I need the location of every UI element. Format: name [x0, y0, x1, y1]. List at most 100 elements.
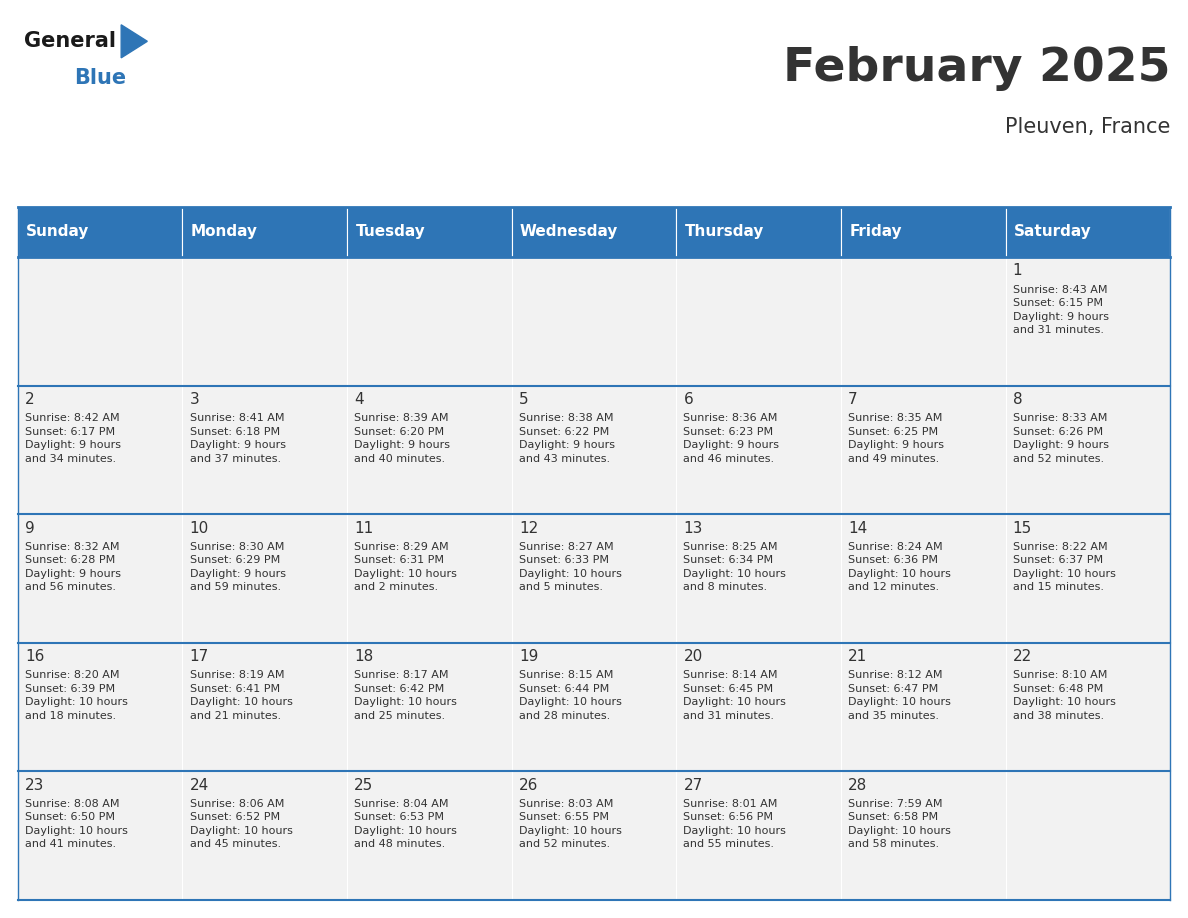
- Bar: [183, 643, 347, 771]
- Bar: [512, 514, 676, 643]
- Text: Sunrise: 8:06 AM
Sunset: 6:52 PM
Daylight: 10 hours
and 45 minutes.: Sunrise: 8:06 AM Sunset: 6:52 PM Dayligh…: [190, 799, 292, 849]
- Bar: [347, 207, 512, 257]
- Text: Sunrise: 8:17 AM
Sunset: 6:42 PM
Daylight: 10 hours
and 25 minutes.: Sunrise: 8:17 AM Sunset: 6:42 PM Dayligh…: [354, 670, 457, 721]
- Text: Sunrise: 8:32 AM
Sunset: 6:28 PM
Daylight: 9 hours
and 56 minutes.: Sunrise: 8:32 AM Sunset: 6:28 PM Dayligh…: [25, 542, 121, 592]
- Text: February 2025: February 2025: [783, 46, 1170, 92]
- Text: Sunrise: 8:41 AM
Sunset: 6:18 PM
Daylight: 9 hours
and 37 minutes.: Sunrise: 8:41 AM Sunset: 6:18 PM Dayligh…: [190, 413, 285, 464]
- Bar: [1005, 514, 1170, 643]
- Bar: [347, 257, 512, 386]
- Bar: [183, 257, 347, 386]
- Text: 4: 4: [354, 392, 364, 407]
- Text: Blue: Blue: [74, 68, 126, 88]
- Text: 26: 26: [519, 778, 538, 792]
- Bar: [512, 643, 676, 771]
- Polygon shape: [121, 25, 147, 58]
- Bar: [1005, 257, 1170, 386]
- Text: 7: 7: [848, 392, 858, 407]
- Text: General: General: [24, 31, 115, 51]
- Text: 10: 10: [190, 521, 209, 535]
- Text: Sunrise: 8:43 AM
Sunset: 6:15 PM
Daylight: 9 hours
and 31 minutes.: Sunrise: 8:43 AM Sunset: 6:15 PM Dayligh…: [1012, 285, 1108, 335]
- Bar: [512, 257, 676, 386]
- Text: Sunrise: 8:38 AM
Sunset: 6:22 PM
Daylight: 9 hours
and 43 minutes.: Sunrise: 8:38 AM Sunset: 6:22 PM Dayligh…: [519, 413, 615, 464]
- Bar: [676, 386, 841, 514]
- Text: Tuesday: Tuesday: [355, 224, 425, 240]
- Bar: [841, 207, 1005, 257]
- Text: Sunrise: 8:33 AM
Sunset: 6:26 PM
Daylight: 9 hours
and 52 minutes.: Sunrise: 8:33 AM Sunset: 6:26 PM Dayligh…: [1012, 413, 1108, 464]
- Text: Sunrise: 8:42 AM
Sunset: 6:17 PM
Daylight: 9 hours
and 34 minutes.: Sunrise: 8:42 AM Sunset: 6:17 PM Dayligh…: [25, 413, 121, 464]
- Text: Sunday: Sunday: [26, 224, 89, 240]
- Bar: [18, 771, 183, 900]
- Text: Sunrise: 8:10 AM
Sunset: 6:48 PM
Daylight: 10 hours
and 38 minutes.: Sunrise: 8:10 AM Sunset: 6:48 PM Dayligh…: [1012, 670, 1116, 721]
- Text: Sunrise: 8:39 AM
Sunset: 6:20 PM
Daylight: 9 hours
and 40 minutes.: Sunrise: 8:39 AM Sunset: 6:20 PM Dayligh…: [354, 413, 450, 464]
- Text: Sunrise: 8:04 AM
Sunset: 6:53 PM
Daylight: 10 hours
and 48 minutes.: Sunrise: 8:04 AM Sunset: 6:53 PM Dayligh…: [354, 799, 457, 849]
- Text: Sunrise: 8:25 AM
Sunset: 6:34 PM
Daylight: 10 hours
and 8 minutes.: Sunrise: 8:25 AM Sunset: 6:34 PM Dayligh…: [683, 542, 786, 592]
- Text: 16: 16: [25, 649, 44, 664]
- Bar: [1005, 771, 1170, 900]
- Text: 22: 22: [1012, 649, 1032, 664]
- Text: Sunrise: 8:30 AM
Sunset: 6:29 PM
Daylight: 9 hours
and 59 minutes.: Sunrise: 8:30 AM Sunset: 6:29 PM Dayligh…: [190, 542, 285, 592]
- Text: Sunrise: 8:12 AM
Sunset: 6:47 PM
Daylight: 10 hours
and 35 minutes.: Sunrise: 8:12 AM Sunset: 6:47 PM Dayligh…: [848, 670, 950, 721]
- Bar: [18, 207, 183, 257]
- Text: 19: 19: [519, 649, 538, 664]
- Text: Thursday: Thursday: [684, 224, 764, 240]
- Bar: [347, 771, 512, 900]
- Text: Sunrise: 8:35 AM
Sunset: 6:25 PM
Daylight: 9 hours
and 49 minutes.: Sunrise: 8:35 AM Sunset: 6:25 PM Dayligh…: [848, 413, 944, 464]
- Text: 12: 12: [519, 521, 538, 535]
- Bar: [347, 643, 512, 771]
- Text: Sunrise: 8:29 AM
Sunset: 6:31 PM
Daylight: 10 hours
and 2 minutes.: Sunrise: 8:29 AM Sunset: 6:31 PM Dayligh…: [354, 542, 457, 592]
- Text: 25: 25: [354, 778, 373, 792]
- Text: 6: 6: [683, 392, 693, 407]
- Bar: [1005, 207, 1170, 257]
- Text: Sunrise: 8:22 AM
Sunset: 6:37 PM
Daylight: 10 hours
and 15 minutes.: Sunrise: 8:22 AM Sunset: 6:37 PM Dayligh…: [1012, 542, 1116, 592]
- Text: Sunrise: 8:27 AM
Sunset: 6:33 PM
Daylight: 10 hours
and 5 minutes.: Sunrise: 8:27 AM Sunset: 6:33 PM Dayligh…: [519, 542, 621, 592]
- Text: Sunrise: 8:15 AM
Sunset: 6:44 PM
Daylight: 10 hours
and 28 minutes.: Sunrise: 8:15 AM Sunset: 6:44 PM Dayligh…: [519, 670, 621, 721]
- Bar: [676, 257, 841, 386]
- Text: 23: 23: [25, 778, 44, 792]
- Bar: [1005, 386, 1170, 514]
- Text: 17: 17: [190, 649, 209, 664]
- Text: Sunrise: 8:19 AM
Sunset: 6:41 PM
Daylight: 10 hours
and 21 minutes.: Sunrise: 8:19 AM Sunset: 6:41 PM Dayligh…: [190, 670, 292, 721]
- Bar: [1005, 643, 1170, 771]
- Bar: [183, 771, 347, 900]
- Text: Monday: Monday: [191, 224, 258, 240]
- Text: Sunrise: 8:36 AM
Sunset: 6:23 PM
Daylight: 9 hours
and 46 minutes.: Sunrise: 8:36 AM Sunset: 6:23 PM Dayligh…: [683, 413, 779, 464]
- Bar: [183, 386, 347, 514]
- Text: 28: 28: [848, 778, 867, 792]
- Bar: [676, 207, 841, 257]
- Text: Sunrise: 8:03 AM
Sunset: 6:55 PM
Daylight: 10 hours
and 52 minutes.: Sunrise: 8:03 AM Sunset: 6:55 PM Dayligh…: [519, 799, 621, 849]
- Text: 13: 13: [683, 521, 703, 535]
- Bar: [512, 386, 676, 514]
- Text: 14: 14: [848, 521, 867, 535]
- Bar: [512, 771, 676, 900]
- Bar: [841, 643, 1005, 771]
- Text: Friday: Friday: [849, 224, 902, 240]
- Bar: [676, 514, 841, 643]
- Text: 1: 1: [1012, 263, 1023, 278]
- Text: 9: 9: [25, 521, 34, 535]
- Bar: [183, 514, 347, 643]
- Bar: [841, 514, 1005, 643]
- Bar: [18, 386, 183, 514]
- Bar: [841, 257, 1005, 386]
- Bar: [183, 207, 347, 257]
- Text: 21: 21: [848, 649, 867, 664]
- Text: Saturday: Saturday: [1013, 224, 1092, 240]
- Text: 24: 24: [190, 778, 209, 792]
- Text: 27: 27: [683, 778, 702, 792]
- Text: 20: 20: [683, 649, 702, 664]
- Bar: [18, 643, 183, 771]
- Bar: [512, 207, 676, 257]
- Text: Sunrise: 8:24 AM
Sunset: 6:36 PM
Daylight: 10 hours
and 12 minutes.: Sunrise: 8:24 AM Sunset: 6:36 PM Dayligh…: [848, 542, 950, 592]
- Text: 18: 18: [354, 649, 373, 664]
- Text: Wednesday: Wednesday: [520, 224, 619, 240]
- Text: 2: 2: [25, 392, 34, 407]
- Bar: [841, 386, 1005, 514]
- Text: Sunrise: 8:08 AM
Sunset: 6:50 PM
Daylight: 10 hours
and 41 minutes.: Sunrise: 8:08 AM Sunset: 6:50 PM Dayligh…: [25, 799, 128, 849]
- Bar: [841, 771, 1005, 900]
- Bar: [18, 514, 183, 643]
- Text: Pleuven, France: Pleuven, France: [1005, 117, 1170, 137]
- Bar: [18, 257, 183, 386]
- Text: Sunrise: 7:59 AM
Sunset: 6:58 PM
Daylight: 10 hours
and 58 minutes.: Sunrise: 7:59 AM Sunset: 6:58 PM Dayligh…: [848, 799, 950, 849]
- Bar: [347, 386, 512, 514]
- Text: 8: 8: [1012, 392, 1023, 407]
